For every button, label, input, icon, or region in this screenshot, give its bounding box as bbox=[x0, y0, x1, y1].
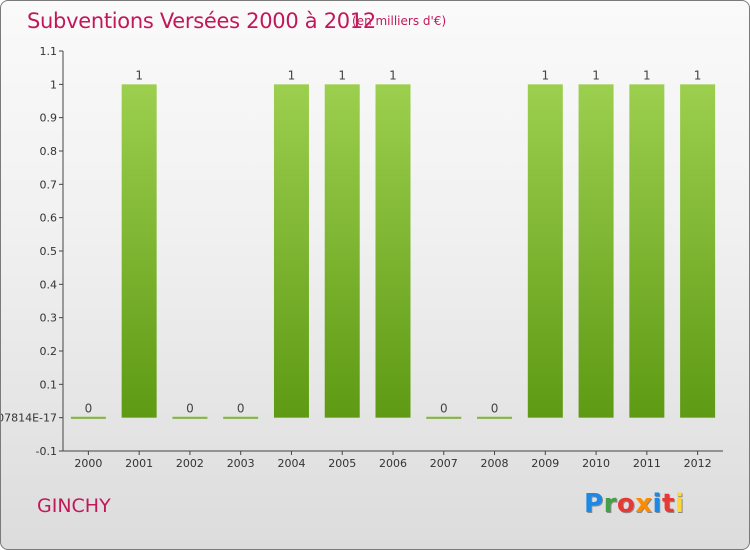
logo-letter: P bbox=[584, 489, 604, 519]
y-tick-label: -0.1 bbox=[36, 445, 57, 458]
data-label-2003: 0 bbox=[237, 402, 245, 416]
logo-letter: x bbox=[635, 489, 653, 519]
chart-labels: 0 1 0 0 1 1 1 0 0 1 1 1 1 bbox=[85, 68, 702, 415]
y-tick-label: 0.2 bbox=[40, 345, 58, 358]
y-tick-label: 0.4 bbox=[40, 278, 58, 291]
chart-title: Subventions Versées 2000 à 2012 bbox=[27, 9, 376, 33]
x-tick-label: 2002 bbox=[176, 457, 204, 470]
y-tick-label: 1 bbox=[50, 78, 57, 91]
y-tick-label: 0.5 bbox=[40, 245, 58, 258]
data-label-2012: 1 bbox=[694, 68, 702, 82]
logo-letter: i bbox=[652, 489, 662, 519]
bar-2008[interactable] bbox=[477, 416, 513, 419]
bar-2006[interactable] bbox=[375, 84, 411, 418]
logo-letter: o bbox=[616, 489, 636, 519]
bar-2010[interactable] bbox=[578, 84, 614, 418]
x-tick-label: 2012 bbox=[684, 457, 712, 470]
data-label-2007: 0 bbox=[440, 402, 448, 416]
data-label-2006: 1 bbox=[389, 68, 397, 82]
y-tick-label: 0.6 bbox=[40, 212, 58, 225]
bar-2005[interactable] bbox=[324, 84, 360, 418]
bar-2001[interactable] bbox=[121, 84, 157, 418]
bar-2000[interactable] bbox=[70, 416, 106, 419]
bar-2011[interactable] bbox=[629, 84, 665, 418]
y-tick-label: 1.3877787807814E-17 bbox=[1, 412, 57, 425]
bar-2002[interactable] bbox=[172, 416, 208, 419]
commune-name: GINCHY bbox=[37, 495, 111, 517]
logo-letter: i bbox=[674, 489, 685, 519]
logo-letter: t bbox=[661, 489, 675, 519]
y-tick-label: 1.1 bbox=[40, 45, 58, 58]
x-tick-label: 2007 bbox=[430, 457, 458, 470]
data-label-2004: 1 bbox=[288, 68, 296, 82]
x-tick-label: 2005 bbox=[328, 457, 356, 470]
y-tick-label: 0.8 bbox=[40, 145, 58, 158]
x-tick-label: 2006 bbox=[379, 457, 407, 470]
x-tick-label: 2000 bbox=[74, 457, 102, 470]
x-tick-label: 2004 bbox=[277, 457, 305, 470]
bar-2009[interactable] bbox=[527, 84, 563, 418]
logo-letter: r bbox=[603, 489, 617, 519]
unit-note: (en milliers d'€) bbox=[352, 14, 447, 28]
data-label-2000: 0 bbox=[85, 402, 93, 416]
y-tick-label: 0.9 bbox=[40, 112, 58, 125]
x-tick-label: 2008 bbox=[481, 457, 509, 470]
y-tick-label: 0.3 bbox=[40, 312, 58, 325]
data-label-2010: 1 bbox=[592, 68, 600, 82]
data-label-2001: 1 bbox=[135, 68, 143, 82]
data-label-2002: 0 bbox=[186, 402, 194, 416]
bar-2004[interactable] bbox=[273, 84, 309, 418]
bar-2007[interactable] bbox=[426, 416, 462, 419]
y-tick-label: 0.7 bbox=[40, 178, 58, 191]
data-label-2005: 1 bbox=[338, 68, 346, 82]
y-tick-label: 0.1 bbox=[40, 378, 58, 391]
data-label-2009: 1 bbox=[541, 68, 549, 82]
x-tick-label: 2001 bbox=[125, 457, 153, 470]
x-tick-label: 2011 bbox=[633, 457, 661, 470]
data-label-2008: 0 bbox=[491, 402, 499, 416]
data-label-2011: 1 bbox=[643, 68, 651, 82]
x-tick-label: 2003 bbox=[227, 457, 255, 470]
chart-bars bbox=[70, 84, 716, 419]
x-tick-label: 2010 bbox=[582, 457, 610, 470]
bar-2003[interactable] bbox=[223, 416, 259, 419]
x-tick-label: 2009 bbox=[531, 457, 559, 470]
chart-axes: -0.1 1.3877787807814E-17 0.1 0.2 0.3 0.4 0.5 0.… bbox=[1, 45, 723, 470]
proxiti-logo[interactable]: Proxiti bbox=[584, 489, 684, 519]
bar-2012[interactable] bbox=[680, 84, 716, 418]
